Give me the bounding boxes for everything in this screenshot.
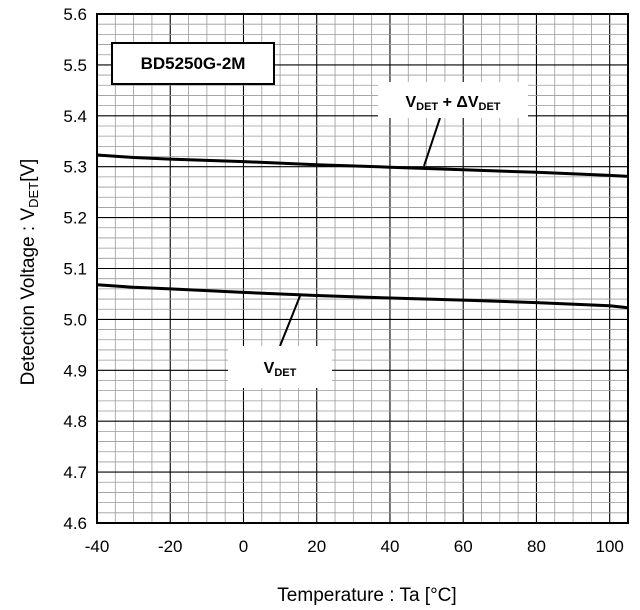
- upper-label-leader: [423, 117, 441, 167]
- upper-label-sub2: DET: [479, 101, 501, 113]
- x-tick-label: 60: [454, 537, 473, 556]
- lower-label-v: V: [264, 360, 275, 377]
- plot-frame: [96, 13, 629, 524]
- series-line-vdet: [96, 283, 629, 310]
- y-tick-label: 5.6: [63, 5, 87, 24]
- series-lines: [96, 153, 629, 310]
- y-tick-label: 5.4: [63, 107, 87, 126]
- y-axis-label-main: Detection Voltage : V: [18, 208, 39, 386]
- svg-text:VDET + ΔVDET: VDET + ΔVDET: [405, 94, 500, 113]
- lower-label-sub: DET: [274, 367, 296, 379]
- y-axis-label-unit: [V]: [18, 159, 39, 182]
- x-tick-label: -40: [85, 537, 110, 556]
- y-tick-label: 5.1: [63, 260, 87, 279]
- part-number-label: BD5250G-2M: [141, 54, 246, 73]
- y-tick-label: 5.5: [63, 56, 87, 75]
- x-tick-label: -20: [158, 537, 183, 556]
- lower-label-leader: [279, 295, 301, 347]
- series-line-vdet-plus-delta: [96, 153, 629, 178]
- x-tick-label: 0: [239, 537, 248, 556]
- x-tick-label: 80: [527, 537, 546, 556]
- y-tick-label: 5.2: [63, 209, 87, 228]
- grid: [96, 13, 629, 524]
- y-tick-label: 4.6: [63, 514, 87, 533]
- upper-curve-label: VDET + ΔVDET: [378, 82, 528, 118]
- upper-label-v: V: [405, 94, 416, 111]
- x-tick-label: 40: [381, 537, 400, 556]
- y-tick-label: 5.3: [63, 158, 87, 177]
- x-axis-label: Temperature : Ta [°C]: [277, 585, 456, 606]
- y-tick-label: 4.9: [63, 361, 87, 380]
- part-number-box: BD5250G-2M: [111, 42, 275, 85]
- upper-label-delta: + ΔV: [438, 94, 479, 111]
- y-tick-label: 4.7: [63, 463, 87, 482]
- x-tick-label: 100: [596, 537, 624, 556]
- upper-label-sub: DET: [416, 101, 438, 113]
- lower-curve-label: VDET: [228, 346, 332, 388]
- y-tick-labels: 4.6 4.7 4.8 4.9 5.0 5.1 5.2 5.3 5.4 5.5 5.6: [63, 5, 87, 533]
- y-tick-label: 5.0: [63, 310, 87, 329]
- y-axis-label-sub: DET: [26, 182, 41, 208]
- y-axis-label: Detection Voltage : VDET[V]: [18, 159, 41, 386]
- x-tick-labels: -40 -20 0 20 40 60 80 100: [85, 537, 624, 556]
- svg-text:VDET: VDET: [264, 360, 297, 379]
- y-tick-label: 4.8: [63, 412, 87, 431]
- x-tick-label: 20: [307, 537, 326, 556]
